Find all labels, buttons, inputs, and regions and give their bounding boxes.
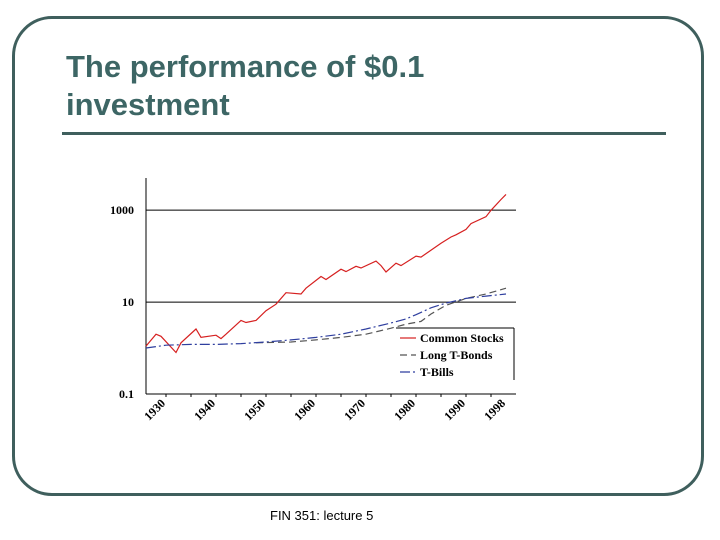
series-line-long-t-bonds [255,287,507,344]
x-tick-labels: 1930 1940 1950 1960 1970 1980 1990 1998 [141,396,508,423]
x-tick-label: 1970 [341,396,368,423]
x-tick-label: 1998 [481,396,508,423]
legend-box [396,328,514,380]
series-line-common-stocks [145,193,507,354]
x-tick-label: 1930 [141,396,168,423]
slide-frame [12,16,704,496]
title-underline [62,132,666,135]
slide-title-line-1: The performance of $0.1 [66,49,425,84]
x-tick-label: 1960 [291,396,318,423]
legend-label: Long T-Bonds [420,348,493,362]
slide-title-line-2: investment [66,87,230,122]
x-tick-label: 1980 [391,396,418,423]
y-tick-labels: 0.1 10 1000 [110,203,134,401]
legend-label: T-Bills [420,365,454,379]
y-tick-label: 0.1 [119,387,134,401]
y-tick-label: 1000 [110,203,134,217]
x-tick-label: 1950 [241,396,268,423]
legend: Common Stocks Long T-Bonds T-Bills [396,327,515,380]
slide-footer: FIN 351: lecture 5 [270,508,374,523]
slide-title: The performance of $0.1 investment [66,48,666,124]
y-tick-label: 10 [122,295,134,309]
x-tick-label: 1940 [191,396,218,423]
legend-label: Common Stocks [420,331,504,345]
axes [145,178,516,397]
grid-lines [146,209,516,303]
series-line-t-bills [145,293,507,349]
series-layer [145,193,507,354]
x-tick-label: 1990 [441,396,468,423]
